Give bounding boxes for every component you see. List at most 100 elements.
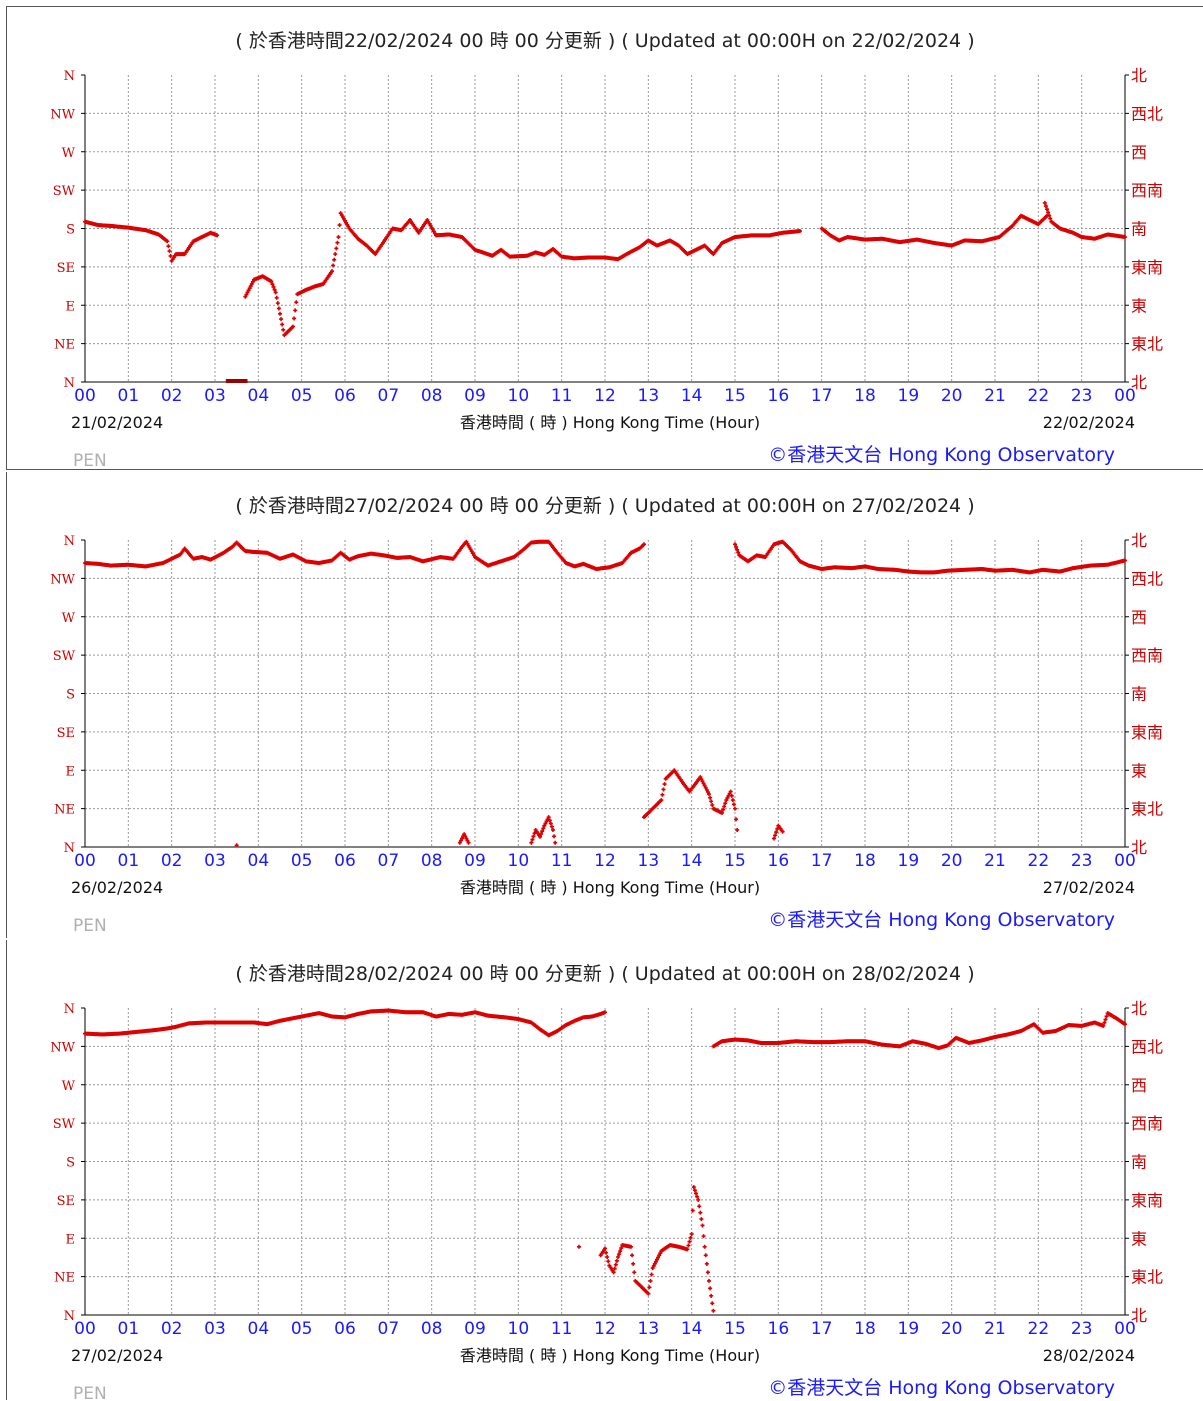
x-tick-label: 09: [464, 386, 486, 406]
x-tick-label: 12: [594, 386, 616, 406]
data-point: [691, 1185, 696, 1190]
y-tick-label-left: SE: [57, 261, 75, 276]
y-tick-label-left: N: [64, 1002, 75, 1017]
data-point: [292, 316, 297, 321]
data-point: [604, 1250, 609, 1255]
data-point: [330, 269, 334, 274]
y-tick-label-right: 北: [1131, 373, 1147, 392]
data-point: [1048, 216, 1053, 221]
x-tick-label: 01: [118, 1319, 140, 1339]
x-tick-label: 20: [941, 386, 963, 406]
x-tick-label: 23: [1071, 1319, 1093, 1339]
x-tick-label: 14: [681, 1319, 703, 1339]
y-tick-label-left: E: [66, 299, 76, 314]
x-tick-label: 08: [421, 1319, 443, 1339]
x-tick-label: 14: [681, 851, 703, 871]
data-point: [291, 324, 295, 329]
x-tick-label: 22: [1028, 1319, 1050, 1339]
data-point: [722, 804, 727, 809]
x-tick-label: 03: [204, 1319, 226, 1339]
y-tick-label-left: N: [64, 534, 75, 549]
data-point: [278, 311, 282, 316]
x-tick-label: 02: [161, 1319, 183, 1339]
y-tick-label-left: S: [66, 1156, 75, 1171]
x-tick-label: 12: [594, 851, 616, 871]
x-tick-label: 07: [378, 386, 400, 406]
y-tick-label-left: SE: [57, 1194, 75, 1209]
x-tick-label: 21: [984, 386, 1006, 406]
y-tick-label-right: 西南: [1131, 181, 1163, 200]
data-point: [646, 1291, 651, 1296]
end-date-label: 22/02/2024: [1043, 413, 1135, 432]
chart-title: ( 於香港時間27/02/2024 00 時 00 分更新 ) ( Update…: [235, 495, 974, 517]
data-point: [614, 1258, 619, 1263]
data-point: [774, 830, 779, 835]
data-point: [1104, 1014, 1109, 1019]
x-tick-label: 06: [334, 851, 356, 871]
data-point: [1043, 204, 1048, 209]
y-tick-label-right: 北: [1131, 999, 1147, 1018]
x-tick-label: 08: [421, 851, 443, 871]
y-tick-label-left: NW: [50, 1040, 75, 1055]
y-tick-label-left: S: [66, 688, 75, 703]
y-tick-label-left: W: [62, 1079, 76, 1094]
data-point: [1123, 1022, 1127, 1027]
data-point: [629, 1244, 633, 1249]
data-point: [701, 1234, 706, 1239]
y-tick-label-left: NE: [54, 803, 75, 818]
y-tick-label-left: SE: [57, 726, 75, 741]
station-code: PEN: [73, 916, 107, 936]
data-point: [687, 1239, 692, 1244]
y-tick-label-right: 南: [1131, 685, 1147, 704]
data-point: [273, 290, 278, 295]
x-tick-label: 17: [811, 1319, 833, 1339]
y-tick-label-right: 西: [1131, 143, 1147, 162]
data-point: [335, 240, 340, 245]
data-point: [331, 263, 336, 268]
y-tick-label-right: 西北: [1131, 1037, 1163, 1056]
data-point: [1123, 235, 1127, 240]
x-tick-label: 22: [1028, 386, 1050, 406]
data-point: [540, 829, 545, 834]
data-point: [730, 798, 735, 803]
x-tick-label: 19: [898, 1319, 920, 1339]
y-tick-label-right: 東: [1131, 761, 1147, 780]
y-tick-label-left: SW: [53, 184, 76, 199]
wind-direction-chart: ( 於香港時間22/02/2024 00 時 00 分更新 ) ( Update…: [50, 30, 1163, 469]
data-point: [281, 327, 286, 332]
data-point: [773, 833, 778, 838]
data-point: [577, 1244, 581, 1249]
data-point: [530, 837, 535, 842]
data-point: [735, 547, 740, 552]
y-tick-label-left: S: [66, 223, 75, 238]
data-point: [649, 1272, 654, 1277]
data-point: [733, 806, 737, 811]
y-tick-label-right: 西南: [1131, 1114, 1163, 1133]
x-tick-label: 06: [334, 386, 356, 406]
x-axis-label: 香港時間 ( 時 ) Hong Kong Time (Hour): [460, 878, 760, 897]
data-point: [659, 798, 664, 803]
data-point: [280, 322, 285, 327]
data-point: [234, 843, 239, 848]
data-point: [1042, 200, 1047, 205]
data-point: [276, 306, 281, 311]
x-tick-label: 06: [334, 1319, 356, 1339]
x-tick-label: 18: [854, 1319, 876, 1339]
data-point: [529, 840, 534, 845]
y-tick-label-left: N: [64, 376, 75, 391]
data-point: [705, 1270, 710, 1275]
y-tick-label-right: 東北: [1131, 335, 1163, 354]
x-tick-label: 13: [638, 386, 660, 406]
x-tick-label: 02: [161, 386, 183, 406]
data-point: [703, 1253, 708, 1258]
data-point: [642, 542, 646, 547]
data-point: [546, 815, 551, 820]
observatory-credit: ©香港天文台 Hong Kong Observatory: [768, 909, 1115, 931]
data-point: [168, 254, 173, 259]
data-point: [603, 1010, 607, 1015]
data-point: [697, 1204, 702, 1209]
x-tick-label: 16: [768, 1319, 790, 1339]
data-point: [692, 1188, 697, 1193]
data-point: [541, 826, 546, 831]
x-tick-label: 23: [1071, 851, 1093, 871]
